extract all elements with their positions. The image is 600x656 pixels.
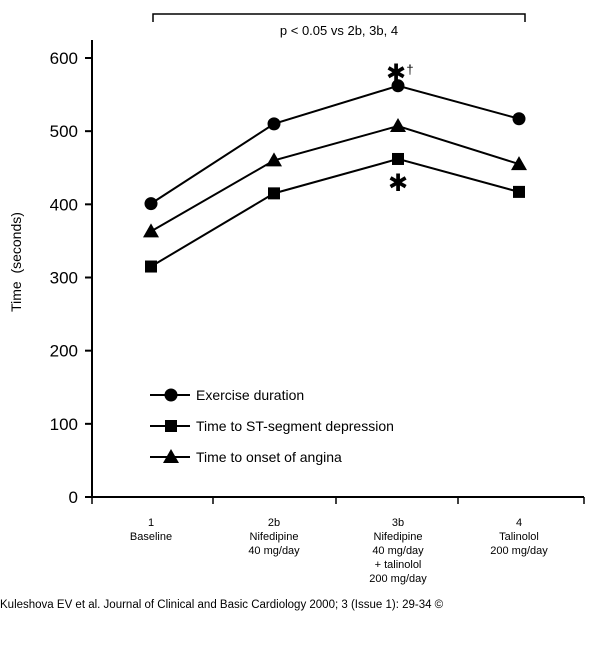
data-point-circle: [512, 112, 526, 126]
x-category-label: Nifedipine: [250, 531, 299, 543]
series-lines: [143, 79, 527, 273]
series-line-triangle: [150, 125, 520, 233]
data-point-square: [145, 260, 157, 273]
significance-bracket: [152, 13, 526, 22]
x-category-label: 200 mg/day: [490, 545, 548, 557]
x-category-label: 1: [148, 517, 154, 529]
y-tick-label: 600: [50, 49, 78, 68]
data-point-triangle: [266, 152, 282, 167]
x-category-label: 40 mg/day: [372, 545, 424, 557]
st-significance-star: ✱: [388, 170, 408, 197]
legend-marker-square: [165, 420, 177, 432]
y-tick-label: 0: [69, 488, 78, 507]
x-category-label: Talinolol: [499, 531, 539, 543]
series-line-circle: [150, 84, 520, 205]
x-category-label: 40 mg/day: [248, 545, 300, 557]
x-category-label: 3b: [392, 517, 404, 529]
data-point-triangle: [143, 223, 159, 238]
significance-label: p < 0.05 vs 2b, 3b, 4: [280, 23, 398, 38]
legend-label: Time to onset of angina: [196, 449, 342, 465]
x-category-label: Nifedipine: [374, 531, 423, 543]
line-chart: 0 100 200 300 400 500 600 Time (seconds) 1 Baseli…: [8, 13, 585, 585]
exercise-significance-dagger: †: [406, 62, 413, 77]
y-tick-label: 500: [50, 122, 78, 141]
x-category-label: 4: [516, 517, 522, 529]
annotations: p < 0.05 vs 2b, 3b, 4✱ †✱: [152, 13, 526, 197]
axes: 0 100 200 300 400 500 600 Time (seconds) 1 Baseli…: [8, 40, 585, 585]
data-point-circle: [391, 79, 405, 93]
legend-label: Exercise duration: [196, 387, 304, 403]
y-tick-label: 400: [50, 195, 78, 214]
y-tick-label: 200: [50, 342, 78, 361]
legend-marker-circle: [164, 388, 178, 402]
data-point-triangle: [390, 118, 406, 133]
data-point-square: [513, 185, 525, 198]
legend-label: Time to ST-segment depression: [196, 418, 394, 434]
data-point-triangle: [511, 156, 527, 171]
y-tick-label: 100: [50, 415, 78, 434]
data-point-square: [392, 152, 404, 165]
data-point-square: [268, 187, 280, 200]
series-line-square: [150, 157, 520, 268]
x-category-label: + talinolol: [375, 559, 422, 571]
y-tick-label: 300: [50, 269, 78, 288]
data-point-circle: [144, 197, 158, 211]
data-point-circle: [267, 117, 281, 131]
x-category-label: 2b: [268, 517, 280, 529]
x-category-label: 200 mg/day: [369, 573, 427, 585]
citation-text: Kuleshova EV et al. Journal of Clinical …: [0, 599, 444, 611]
legend-marker-triangle: [163, 449, 179, 463]
exercise-significance-star: ✱: [386, 60, 406, 87]
legend: Exercise duration Time to ST-segment depr…: [150, 387, 394, 465]
x-category-label: Baseline: [130, 531, 172, 543]
y-axis-title: Time (seconds): [8, 212, 24, 312]
